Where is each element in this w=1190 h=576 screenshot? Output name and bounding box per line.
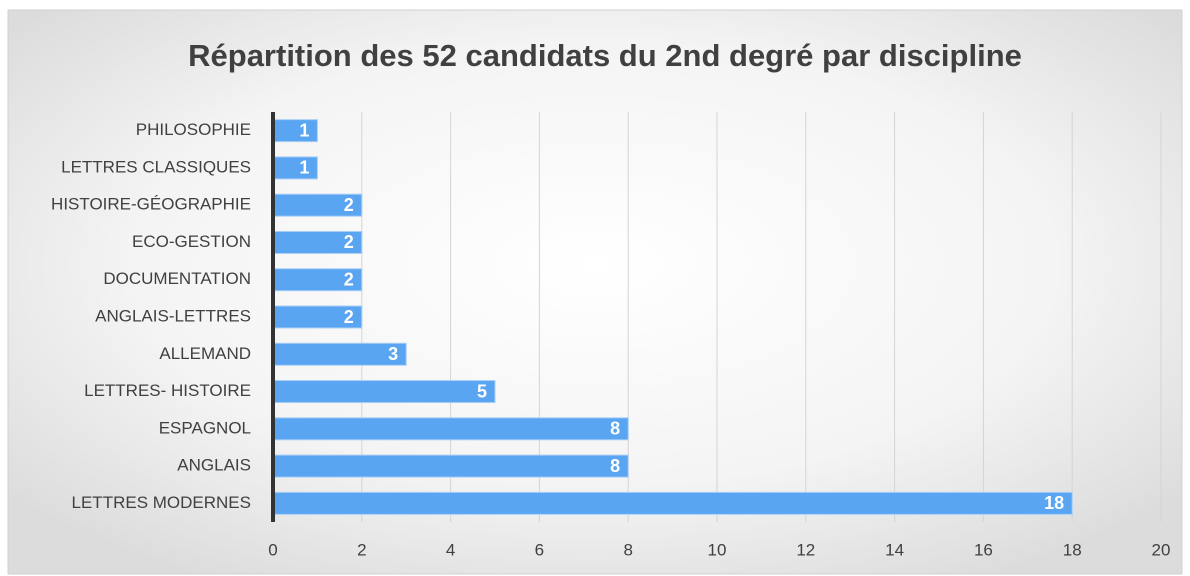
data-label: 1 xyxy=(299,120,309,140)
x-tick-label: 10 xyxy=(708,540,727,559)
data-label: 18 xyxy=(1044,493,1064,513)
x-tick-label: 14 xyxy=(885,540,904,559)
x-tick-label: 8 xyxy=(623,540,632,559)
y-tick-label: ALLEMAND xyxy=(159,344,251,363)
x-tick-label: 0 xyxy=(268,540,277,559)
data-label: 5 xyxy=(477,381,487,401)
bar xyxy=(272,119,318,143)
chart-background xyxy=(7,9,1183,575)
y-tick-label: LETTRES- HISTOIRE xyxy=(84,381,251,400)
data-label: 2 xyxy=(344,232,354,252)
y-tick-label: ANGLAIS xyxy=(177,456,251,475)
y-tick-label: ECO-GESTION xyxy=(132,232,251,251)
y-tick-label: DOCUMENTATION xyxy=(103,269,251,288)
x-tick-label: 16 xyxy=(974,540,993,559)
x-tick-label: 18 xyxy=(1063,540,1082,559)
x-tick-label: 6 xyxy=(535,540,544,559)
bar xyxy=(272,342,407,366)
x-tick-label: 20 xyxy=(1152,540,1171,559)
chart-title: Répartition des 52 candidats du 2nd degr… xyxy=(188,38,1022,73)
y-tick-label: ANGLAIS-LETTRES xyxy=(95,306,251,325)
y-tick-label: HISTOIRE-GÉOGRAPHIE xyxy=(51,195,251,214)
bar xyxy=(272,417,629,441)
data-label: 2 xyxy=(344,269,354,289)
data-label: 8 xyxy=(610,419,620,439)
data-label: 2 xyxy=(344,307,354,327)
y-tick-label: ESPAGNOL xyxy=(159,418,251,437)
x-tick-label: 4 xyxy=(446,540,455,559)
data-label: 2 xyxy=(344,195,354,215)
y-tick-label: LETTRES CLASSIQUES xyxy=(61,157,251,176)
y-tick-label: PHILOSOPHIE xyxy=(136,120,251,139)
bar xyxy=(272,491,1073,515)
y-tick-label: LETTRES MODERNES xyxy=(72,493,251,512)
x-tick-label: 2 xyxy=(357,540,366,559)
x-tick-label: 12 xyxy=(796,540,815,559)
bar xyxy=(272,156,318,180)
data-label: 1 xyxy=(299,158,309,178)
data-label: 8 xyxy=(610,456,620,476)
data-label: 3 xyxy=(388,344,398,364)
bar xyxy=(272,380,496,404)
bar xyxy=(272,454,629,478)
